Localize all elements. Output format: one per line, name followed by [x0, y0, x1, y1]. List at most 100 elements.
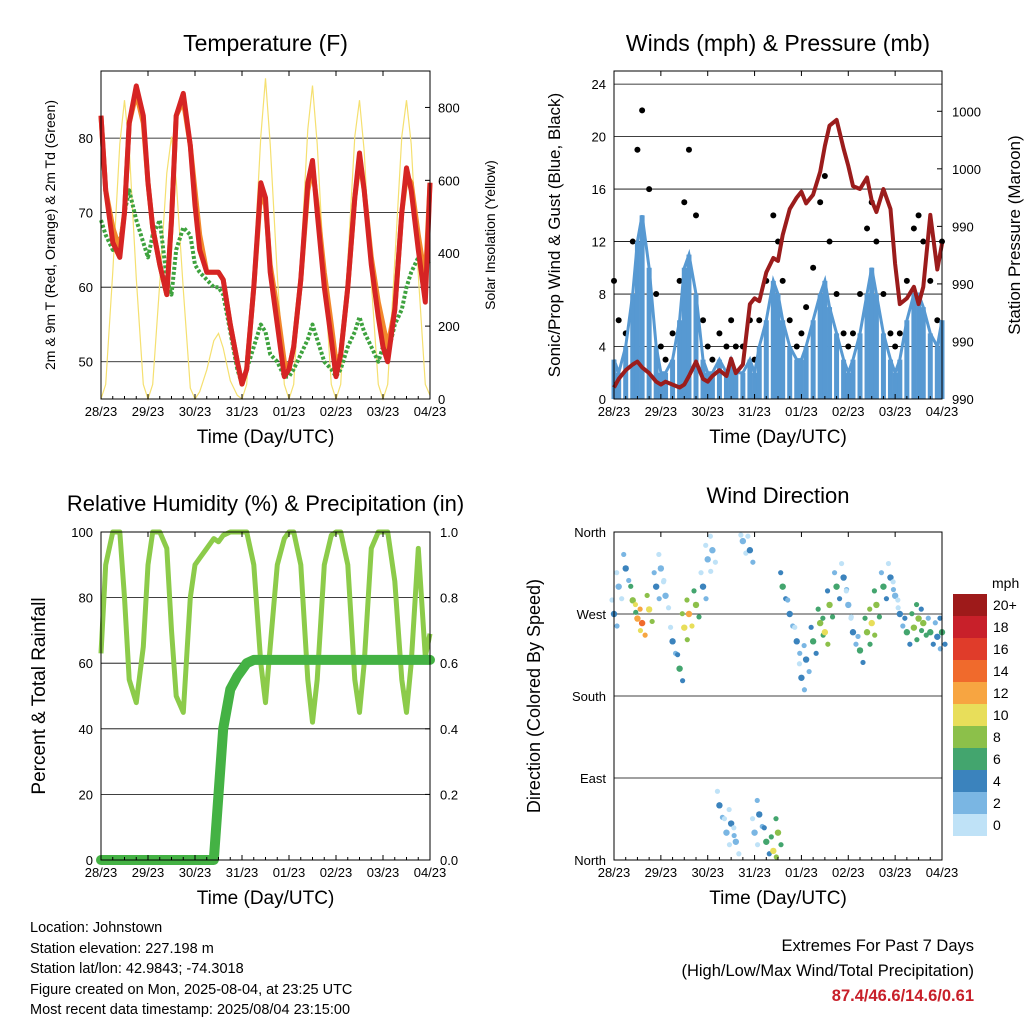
- gust-point: [653, 291, 660, 298]
- gust-point: [662, 356, 669, 363]
- gust-point: [728, 317, 735, 324]
- direction-point: [868, 619, 875, 627]
- y2-tick-label: 1000: [952, 104, 981, 119]
- gust-point: [927, 277, 934, 284]
- gust-point: [779, 277, 786, 284]
- direction-point: [930, 641, 936, 647]
- x-tick-label: 02/23: [832, 404, 865, 419]
- x-tick-label: 29/23: [132, 865, 165, 880]
- colorbar-label: 14: [993, 663, 1009, 679]
- direction-point: [727, 820, 735, 827]
- x-tick-label: 30/23: [179, 865, 212, 880]
- extremes-values: 87.4/46.6/14.6/0.61: [831, 987, 974, 1005]
- direction-point: [860, 659, 866, 666]
- x-tick-label: 29/23: [132, 404, 165, 419]
- station-latlon: Station lat/lon: 42.9843; -74.3018: [30, 961, 244, 977]
- colorbar-swatch: [953, 770, 987, 792]
- gust-point: [810, 264, 817, 271]
- colorbar-swatch: [953, 616, 987, 638]
- y-tick-label: 20: [592, 130, 606, 145]
- direction-point: [614, 570, 620, 576]
- colorbar-label: 6: [993, 751, 1001, 767]
- dewpoint-series: [99, 188, 432, 387]
- gust-point: [896, 330, 903, 337]
- direction-point: [871, 588, 878, 594]
- direction-point: [649, 618, 655, 625]
- solar-insolation-line: [100, 78, 431, 401]
- colorbar-label: 12: [993, 685, 1009, 701]
- colorbar-label: 20+: [993, 597, 1017, 613]
- direction-point: [698, 570, 704, 576]
- direction-point: [918, 606, 924, 612]
- direction-point: [937, 615, 943, 621]
- gust-point: [864, 225, 871, 232]
- direction-point: [890, 579, 896, 585]
- gust-point: [639, 107, 646, 114]
- direction-point: [885, 560, 892, 567]
- x-tick-label: 29/23: [645, 404, 678, 419]
- x-tick-label: 03/23: [879, 404, 912, 419]
- direction-point: [749, 816, 756, 822]
- x-tick-label: 30/23: [179, 404, 212, 419]
- y-tick-label: 20: [79, 787, 93, 802]
- gust-point: [793, 343, 800, 350]
- direction-point: [839, 560, 845, 567]
- direction-point: [825, 641, 831, 647]
- direction-point: [704, 556, 711, 563]
- y-axis-label: 2m & 9m T (Red, Orange) & 2m Td (Green): [42, 100, 58, 370]
- direction-point: [927, 629, 934, 636]
- chart-title: Wind Direction: [706, 483, 849, 508]
- gust-point: [798, 330, 805, 337]
- x-axis-label: Time (Day/UTC): [197, 427, 335, 448]
- direction-point: [808, 624, 814, 630]
- direction-point: [716, 802, 723, 809]
- x-tick-label: 01/23: [273, 865, 306, 880]
- direction-point: [634, 615, 641, 622]
- direction-point: [880, 583, 887, 590]
- direction-point: [745, 533, 751, 539]
- y2-tick-label: 0.2: [440, 787, 458, 802]
- colorbar-title: mph: [992, 575, 1019, 591]
- direction-point: [815, 606, 821, 612]
- direction-point: [619, 596, 625, 602]
- direction-point: [642, 632, 648, 638]
- x-tick-label: 31/23: [738, 404, 771, 419]
- x-tick-label: 31/23: [226, 865, 259, 880]
- direction-point: [942, 641, 948, 647]
- y2-axis-label: Station Pressure (Maroon): [1005, 135, 1024, 334]
- colorbar-label: 16: [993, 641, 1009, 657]
- gust-point: [915, 212, 922, 219]
- direction-point: [723, 829, 730, 836]
- y-tick-label: South: [572, 689, 606, 704]
- direction-point: [785, 597, 791, 603]
- gust-point: [934, 317, 941, 324]
- y2-tick-label: 200: [438, 319, 460, 334]
- y-tick-label: 8: [599, 287, 606, 302]
- y-tick-label: West: [577, 607, 607, 622]
- direction-point: [836, 596, 843, 602]
- x-tick-label: 01/23: [785, 404, 818, 419]
- gust-point: [920, 238, 927, 245]
- chart-title: Winds (mph) & Pressure (mb): [626, 30, 930, 56]
- direction-point: [915, 615, 922, 622]
- direction-point: [792, 624, 798, 630]
- x-tick-label: 02/23: [320, 865, 353, 880]
- direction-point: [667, 624, 674, 630]
- gust-point: [685, 146, 692, 153]
- pressure-series: [612, 117, 944, 390]
- direction-point: [778, 570, 784, 576]
- x-tick-label: 02/23: [320, 404, 353, 419]
- direction-point: [621, 551, 627, 558]
- x-tick-label: 31/23: [738, 865, 771, 880]
- direction-point: [657, 565, 665, 572]
- direction-point: [863, 629, 871, 636]
- direction-point: [707, 533, 714, 539]
- wind-series: [612, 215, 944, 379]
- direction-point: [712, 559, 719, 565]
- direction-point: [660, 579, 667, 585]
- direction-point: [656, 596, 662, 602]
- gust-point: [615, 317, 622, 324]
- direction-point: [853, 641, 859, 647]
- colorbar-label: 4: [993, 773, 1001, 789]
- direction-point: [891, 592, 899, 599]
